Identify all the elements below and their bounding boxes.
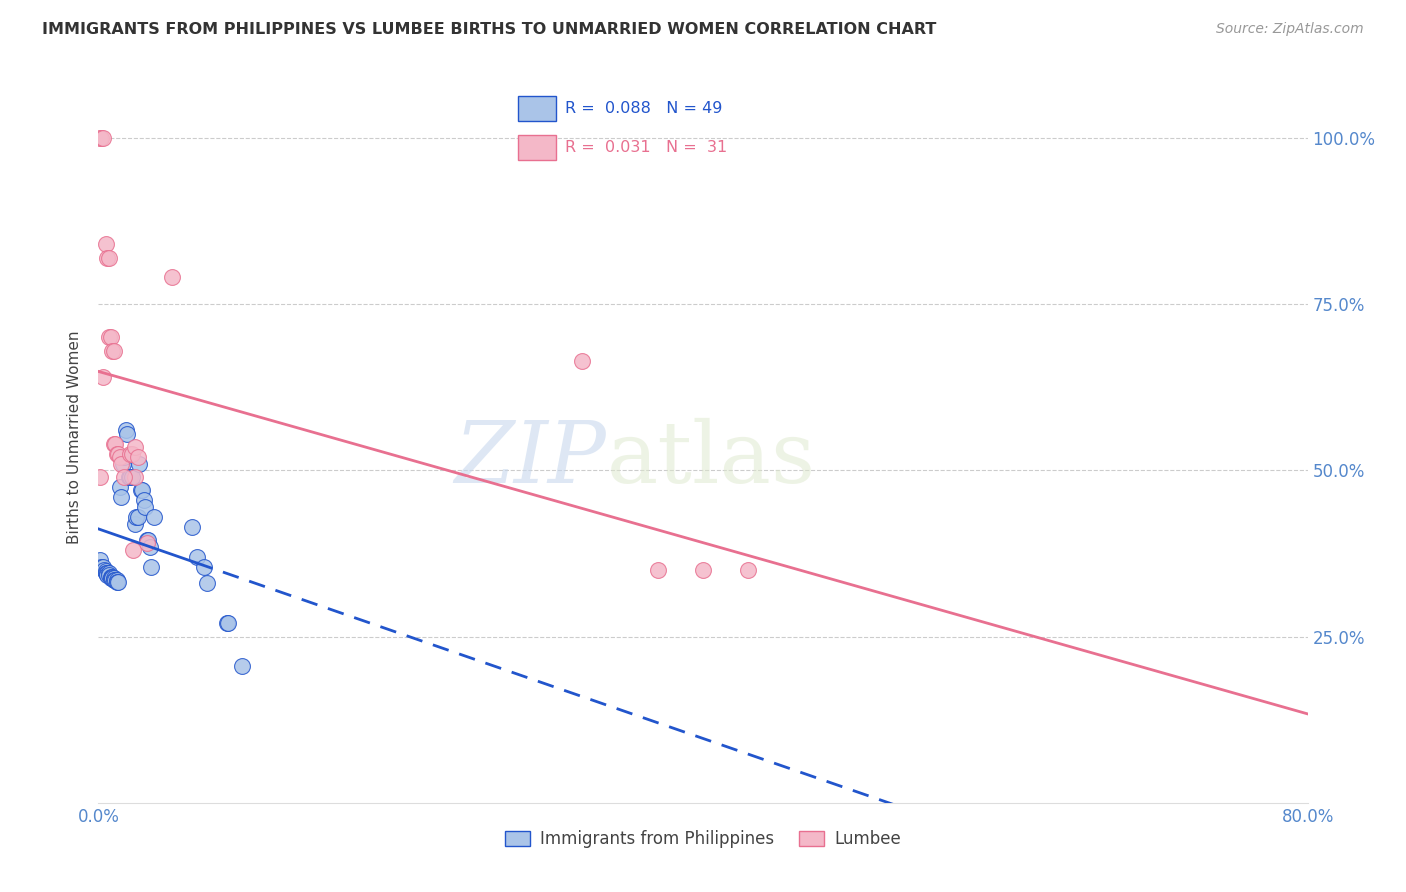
Point	[105, 447, 128, 461]
Point	[98, 330, 121, 344]
Point	[193, 559, 215, 574]
Point	[124, 516, 146, 531]
Point	[186, 549, 208, 564]
Point	[90, 559, 112, 574]
Point	[134, 500, 156, 514]
Point	[107, 575, 129, 590]
Point	[647, 563, 669, 577]
Point	[124, 440, 146, 454]
Point	[120, 470, 142, 484]
Point	[101, 570, 124, 584]
Point	[103, 436, 125, 450]
Point	[215, 616, 238, 631]
Point	[737, 563, 759, 577]
Point	[136, 533, 159, 548]
Text: IMMIGRANTS FROM PHILIPPINES VS LUMBEE BIRTHS TO UNMARRIED WOMEN CORRELATION CHAR: IMMIGRANTS FROM PHILIPPINES VS LUMBEE BI…	[42, 22, 936, 37]
Point	[94, 566, 117, 581]
Point	[89, 553, 111, 567]
Point	[127, 509, 149, 524]
Point	[98, 251, 121, 265]
Point	[100, 330, 122, 344]
Point	[122, 543, 145, 558]
Point	[89, 131, 111, 145]
Point	[94, 565, 117, 579]
Point	[115, 426, 138, 441]
Point	[94, 237, 117, 252]
Point	[93, 563, 115, 577]
Point	[98, 568, 121, 582]
Point	[96, 251, 118, 265]
Point	[91, 131, 114, 145]
Point	[98, 566, 121, 581]
Point	[100, 570, 122, 584]
Text: Source: ZipAtlas.com: Source: ZipAtlas.com	[1216, 22, 1364, 37]
Point	[91, 370, 114, 384]
Point	[124, 470, 146, 484]
Point	[231, 659, 253, 673]
Point	[127, 450, 149, 464]
Point	[110, 457, 132, 471]
Point	[105, 573, 128, 587]
Point	[195, 576, 218, 591]
Point	[103, 573, 125, 587]
Point	[100, 571, 122, 585]
Point	[96, 568, 118, 582]
Point	[181, 520, 204, 534]
Point	[101, 571, 124, 585]
Point	[107, 447, 129, 461]
Point	[131, 483, 153, 498]
Text: ZIP: ZIP	[454, 417, 606, 500]
Point	[110, 490, 132, 504]
Point	[692, 563, 714, 577]
Point	[104, 573, 127, 587]
Point	[112, 470, 135, 484]
Point	[143, 509, 166, 524]
Point	[91, 559, 114, 574]
Point	[128, 457, 150, 471]
Point	[162, 270, 184, 285]
Point	[135, 536, 157, 550]
Point	[129, 483, 152, 498]
Point	[571, 353, 593, 368]
Legend: Immigrants from Philippines, Lumbee: Immigrants from Philippines, Lumbee	[496, 822, 910, 856]
Point	[112, 450, 135, 464]
Point	[121, 447, 143, 461]
Point	[135, 533, 157, 548]
Point	[89, 470, 111, 484]
Point	[111, 457, 134, 471]
Text: atlas: atlas	[606, 417, 815, 500]
Point	[121, 470, 143, 484]
Point	[101, 343, 124, 358]
Point	[103, 571, 125, 585]
Point	[217, 616, 239, 631]
Point	[90, 131, 112, 145]
Point	[132, 493, 155, 508]
Point	[104, 436, 127, 450]
Point	[105, 575, 128, 590]
Point	[114, 424, 136, 438]
Point	[118, 470, 141, 484]
Point	[108, 480, 131, 494]
Point	[103, 343, 125, 358]
Point	[141, 559, 163, 574]
Point	[108, 450, 131, 464]
Point	[96, 566, 118, 581]
Point	[139, 540, 162, 554]
Point	[120, 447, 142, 461]
Point	[125, 509, 148, 524]
Y-axis label: Births to Unmarried Women: Births to Unmarried Women	[67, 330, 83, 544]
